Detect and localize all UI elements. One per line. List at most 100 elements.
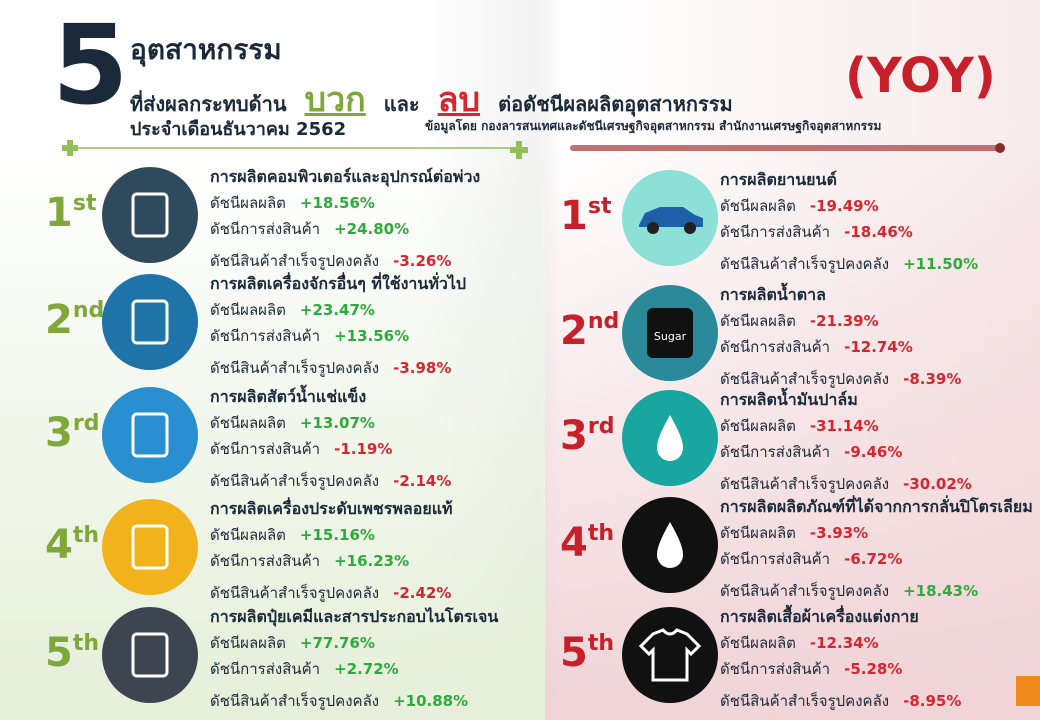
industry-title: การผลิตน้ำมันปาล์ม [720, 390, 858, 409]
rank-suffix: st [72, 191, 97, 216]
index-label: ดัชนีผลผลิต [210, 414, 286, 432]
index-value: -3.98% [393, 359, 452, 377]
index-row: ดัชนีผลผลิต -19.49% [720, 194, 879, 218]
index-row: ดัชนีการส่งสินค้า -9.46% [720, 440, 902, 464]
icon-part [102, 499, 198, 595]
index-value: +10.88% [393, 692, 469, 710]
yoy: (YOY) [845, 48, 996, 104]
icon-part [622, 607, 718, 703]
rank-suffix: nd [72, 298, 105, 323]
index-label: ดัชนีสินค้าสำเร็จรูปคงคลัง [210, 472, 380, 490]
left-panel [0, 140, 545, 720]
rank: 3rd [560, 413, 615, 459]
index-row: ดัชนีผลผลิต +13.07% [210, 411, 375, 435]
icon [102, 274, 198, 370]
index-row: ดัชนีผลผลิต -3.93% [720, 521, 868, 545]
index-row: ดัชนีการส่งสินค้า -6.72% [720, 547, 902, 571]
index-row: ดัชนีผลผลิต +15.16% [210, 523, 375, 547]
index-label: ดัชนีการส่งสินค้า [210, 552, 321, 570]
index-value: +15.16% [299, 526, 375, 544]
index-label: ดัชนีการส่งสินค้า [720, 338, 831, 356]
rank-suffix: nd [587, 309, 620, 334]
rank: 4th [560, 521, 615, 564]
icon-part [647, 222, 659, 234]
industry-title: การผลิตเสื้อผ้าเครื่องแต่งกาย [720, 607, 919, 626]
icon-part [102, 167, 198, 263]
index-value: +11.50% [903, 255, 979, 273]
icon-part [657, 522, 683, 568]
index-row: ดัชนีผลผลิต -12.34% [720, 631, 879, 655]
icon-part [131, 299, 169, 345]
index-value: +13.56% [334, 327, 410, 345]
index-row: ดัชนีการส่งสินค้า +24.80% [210, 217, 409, 241]
index-label: ดัชนีการส่งสินค้า [210, 440, 321, 458]
icon-part [131, 632, 169, 678]
index-label: ดัชนีการส่งสินค้า [720, 443, 831, 461]
rank-number: 4 [45, 522, 73, 568]
rank-number: 3 [560, 413, 588, 459]
icon-part [647, 308, 693, 358]
headline: อุตสาหกรรม [130, 33, 282, 66]
rank: 1st [560, 193, 612, 239]
rank: 5th [560, 631, 615, 674]
index-label: ดัชนีสินค้าสำเร็จรูปคงคลัง [720, 255, 890, 273]
icon-part [638, 628, 702, 682]
index-value: -21.39% [809, 312, 879, 330]
index-value: -12.34% [809, 634, 879, 652]
index-row: ดัชนีสินค้าสำเร็จรูปคงคลัง -2.14% [210, 469, 451, 493]
icon [102, 499, 198, 595]
index-label: ดัชนีสินค้าสำเร็จรูปคงคลัง [210, 584, 380, 602]
index-label: ดัชนีสินค้าสำเร็จรูปคงคลัง [210, 252, 380, 270]
rank: 1st [45, 190, 97, 236]
rank-number: 1 [45, 190, 73, 236]
icon [102, 387, 198, 483]
rank-number: 3 [45, 410, 73, 456]
index-label: ดัชนีผลผลิต [720, 417, 796, 435]
rank-suffix: st [587, 194, 612, 219]
index-label: ดัชนีสินค้าสำเร็จรูปคงคลัง [210, 359, 380, 377]
index-row: ดัชนีผลผลิต +23.47% [210, 298, 375, 322]
index-value: -31.14% [809, 417, 879, 435]
index-value: -2.14% [393, 472, 452, 490]
icon-part [102, 607, 198, 703]
rank: 3rd [45, 410, 99, 456]
rank-suffix: th [587, 521, 615, 546]
index-row: ดัชนีสินค้าสำเร็จรูปคงคลัง -8.39% [720, 367, 961, 391]
index-row: ดัชนีการส่งสินค้า -1.19% [210, 437, 392, 461]
index-row: ดัชนีสินค้าสำเร็จรูปคงคลัง +18.43% [720, 579, 978, 603]
index-label: ดัชนีผลผลิต [210, 194, 286, 212]
index-value: -18.46% [844, 223, 913, 241]
index-label: ดัชนีสินค้าสำเร็จรูปคงคลัง [720, 582, 890, 600]
index-row: ดัชนีผลผลิต +18.56% [210, 191, 375, 215]
index-value: -2.42% [393, 584, 452, 602]
index-label: ดัชนีการส่งสินค้า [720, 660, 831, 678]
icon-label: Sugar [654, 330, 687, 343]
icon [622, 607, 718, 703]
icon [622, 390, 718, 486]
index-row: ดัชนีผลผลิต -21.39% [720, 309, 879, 333]
index-row: ดัชนีการส่งสินค้า +2.72% [210, 657, 399, 681]
index-row: ดัชนีสินค้าสำเร็จรูปคงคลัง -30.02% [720, 472, 972, 496]
headline: ที่ส่งผลกระทบด้าน บวก และ ลบ ต่อดัชนีผลผลิตอ… [130, 72, 733, 126]
text: ต่อดัชนีผลผลิตอุตสาหกรรม [498, 92, 733, 116]
industry-title: การผลิตคอมพิวเตอร์และอุปกรณ์ต่อพ่วง [210, 167, 481, 186]
index-row: ดัชนีสินค้าสำเร็จรูปคงคลัง +11.50% [720, 252, 978, 276]
rank-suffix: rd [587, 414, 615, 439]
rank: 2nd [45, 298, 105, 341]
rank: 5th [45, 633, 99, 674]
index-value: -12.74% [844, 338, 913, 356]
icon-part [131, 412, 169, 458]
rank-number: 1 [560, 193, 588, 239]
rank-suffix: th [587, 631, 615, 656]
index-label: ดัชนีผลผลิต [720, 197, 796, 215]
icon [102, 167, 198, 263]
index-label: ดัชนีผลผลิต [720, 312, 796, 330]
industry-title: การผลิตยานยนต์ [720, 170, 837, 189]
index-value: -1.19% [334, 440, 393, 458]
index-value: +13.07% [299, 414, 375, 432]
icon-part [657, 415, 683, 461]
index-label: ดัชนีการส่งสินค้า [210, 660, 321, 678]
index-value: +16.23% [334, 552, 410, 570]
